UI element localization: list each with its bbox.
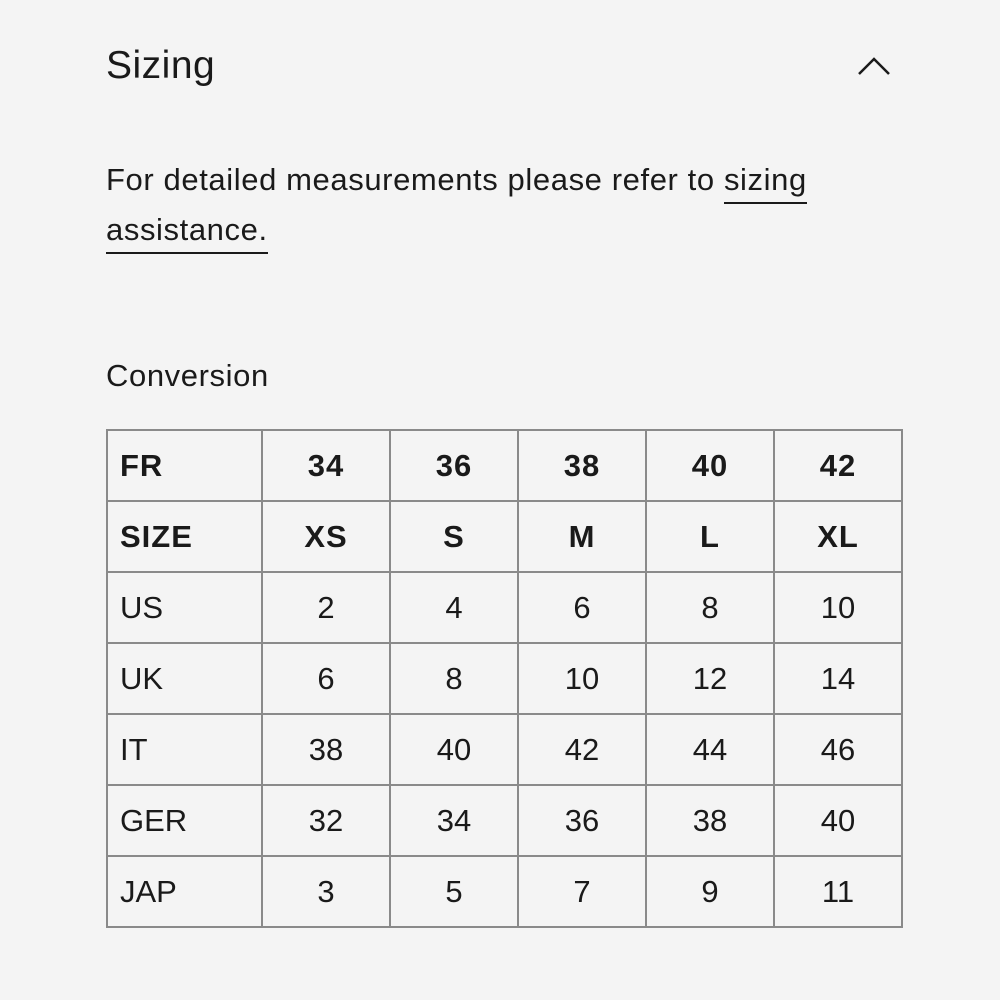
table-row: JAP 3 5 7 9 11 — [106, 855, 903, 928]
size-conversion-table: FR 34 36 38 40 42 SIZE XS S M L XL US 2 4 6 8 10 UK 6 8 10 12 1… — [106, 429, 903, 928]
table-cell: 3 — [261, 855, 391, 928]
table-row: GER 32 34 36 38 40 — [106, 784, 903, 857]
row-label: SIZE — [106, 500, 263, 573]
table-cell: 8 — [645, 571, 775, 644]
table-cell: 38 — [261, 713, 391, 786]
table-cell: 4 — [389, 571, 519, 644]
table-row: SIZE XS S M L XL — [106, 500, 903, 573]
conversion-heading: Conversion — [106, 358, 269, 393]
table-cell: 42 — [517, 713, 647, 786]
table-cell: 8 — [389, 642, 519, 715]
table-row: US 2 4 6 8 10 — [106, 571, 903, 644]
table-cell: 32 — [261, 784, 391, 857]
table-cell: XS — [261, 500, 391, 573]
table-cell: 12 — [645, 642, 775, 715]
table-cell: 5 — [389, 855, 519, 928]
table-cell: 46 — [773, 713, 903, 786]
row-label: JAP — [106, 855, 263, 928]
table-row: FR 34 36 38 40 42 — [106, 429, 903, 502]
table-cell: L — [645, 500, 775, 573]
table-cell: 36 — [389, 429, 519, 502]
row-label: FR — [106, 429, 263, 502]
table-cell: 42 — [773, 429, 903, 502]
table-cell: 10 — [773, 571, 903, 644]
table-cell: 38 — [517, 429, 647, 502]
row-label: UK — [106, 642, 263, 715]
table-cell: 44 — [645, 713, 775, 786]
row-label: IT — [106, 713, 263, 786]
row-label: US — [106, 571, 263, 644]
table-cell: XL — [773, 500, 903, 573]
table-cell: 6 — [517, 571, 647, 644]
table-cell: 34 — [389, 784, 519, 857]
table-cell: 6 — [261, 642, 391, 715]
table-cell: 36 — [517, 784, 647, 857]
row-label: GER — [106, 784, 263, 857]
table-cell: 40 — [389, 713, 519, 786]
table-cell: 40 — [773, 784, 903, 857]
table-row: UK 6 8 10 12 14 — [106, 642, 903, 715]
table-cell: S — [389, 500, 519, 573]
table-cell: 9 — [645, 855, 775, 928]
table-cell: 38 — [645, 784, 775, 857]
table-row: IT 38 40 42 44 46 — [106, 713, 903, 786]
table-cell: 40 — [645, 429, 775, 502]
table-cell: 34 — [261, 429, 391, 502]
table-cell: 14 — [773, 642, 903, 715]
sizing-assistance-link[interactable]: sizing assistance. — [106, 162, 807, 254]
table-cell: 2 — [261, 571, 391, 644]
sizing-description: For detailed measurements please refer t… — [106, 155, 906, 255]
description-text: For detailed measurements please refer t… — [106, 162, 724, 197]
table-cell: 10 — [517, 642, 647, 715]
table-cell: M — [517, 500, 647, 573]
table-cell: 11 — [773, 855, 903, 928]
chevron-up-icon[interactable] — [856, 54, 892, 78]
section-title: Sizing — [106, 44, 216, 87]
table-cell: 7 — [517, 855, 647, 928]
